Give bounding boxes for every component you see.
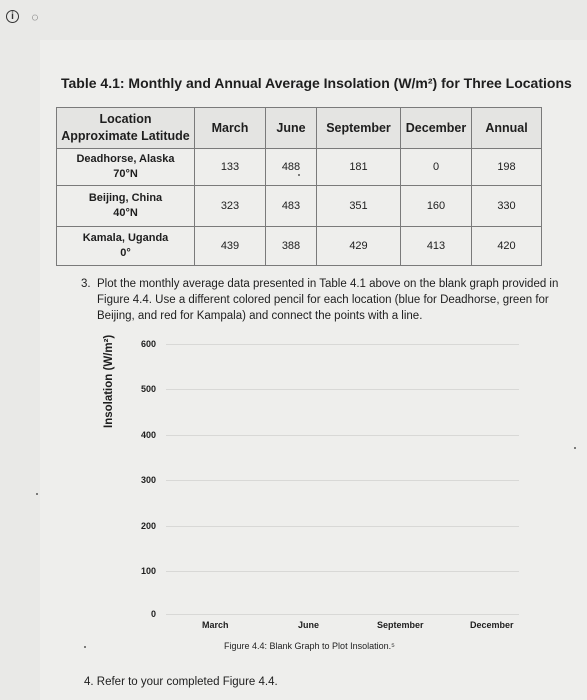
location-latitude: 0° <box>120 247 131 259</box>
cell-value: 420 <box>471 226 542 266</box>
location-name: Kamala, Uganda <box>82 232 169 244</box>
y-tick-label: 200 <box>141 521 157 531</box>
grid-line <box>166 344 519 345</box>
grid-line <box>166 389 519 390</box>
row-location: Deadhorse, Alaska 70°N <box>56 148 195 186</box>
cell-value: 181 <box>316 148 401 186</box>
grid-line <box>166 614 519 615</box>
table-header-row: Location Approximate Latitude March June… <box>56 107 542 149</box>
location-latitude: 40°N <box>113 207 138 219</box>
stray-mark <box>298 174 300 176</box>
grid-line <box>166 571 519 572</box>
x-category-label: March <box>202 620 229 630</box>
cell-value: 0 <box>400 148 472 186</box>
table-row: Kamala, Uganda 0° 439 388 429 413 420 <box>56 226 542 266</box>
cell-value: 388 <box>265 226 317 266</box>
eye-icon[interactable]: ◌ <box>31 10 39 24</box>
cell-value: 429 <box>316 226 401 266</box>
info-icon[interactable]: i <box>6 10 19 23</box>
y-tick-label: 300 <box>141 475 157 485</box>
row-location: Beijing, China 40°N <box>56 185 195 227</box>
table-row: Beijing, China 40°N 323 483 351 160 330 <box>56 185 542 227</box>
cell-value: 483 <box>265 185 317 227</box>
y-tick-label: 600 <box>141 339 157 349</box>
header-latitude-label: Approximate Latitude <box>61 129 190 143</box>
grid-line <box>166 435 519 436</box>
header-location: Location Approximate Latitude <box>56 107 195 149</box>
cell-value: 330 <box>471 185 542 227</box>
row-location: Kamala, Uganda 0° <box>56 226 195 266</box>
table-row: Deadhorse, Alaska 70°N 133 488 181 0 198 <box>56 148 542 186</box>
header-annual: Annual <box>471 107 542 149</box>
header-location-label: Location <box>99 112 152 126</box>
x-category-label: June <box>298 620 320 630</box>
location-latitude: 70°N <box>113 168 138 180</box>
header-december: December <box>400 107 472 149</box>
cell-value: 133 <box>194 148 266 186</box>
cell-value: 351 <box>316 185 401 227</box>
table-title: Table 4.1: Monthly and Annual Average In… <box>61 75 572 91</box>
question-3: 3. Plot the monthly average data present… <box>81 276 561 324</box>
x-category-label: September <box>377 620 424 630</box>
location-name: Deadhorse, Alaska <box>76 153 175 165</box>
question-number: 3. <box>81 278 91 290</box>
location-name: Beijing, China <box>88 192 163 204</box>
cell-value: 323 <box>194 185 266 227</box>
y-tick-label: 500 <box>141 384 157 394</box>
header-september: September <box>316 107 401 149</box>
x-category-label: December <box>470 620 514 630</box>
question-4: 4. Refer to your completed Figure 4.4. <box>84 676 278 688</box>
cell-value: 413 <box>400 226 472 266</box>
cell-value: 488 <box>265 148 317 186</box>
y-tick-label: 400 <box>141 430 157 440</box>
y-tick-label: 100 <box>141 566 157 576</box>
cell-value: 439 <box>194 226 266 266</box>
insolation-table: Location Approximate Latitude March June… <box>56 107 542 266</box>
figure-caption: Figure 4.4: Blank Graph to Plot Insolati… <box>224 641 395 651</box>
cell-value: 198 <box>471 148 542 186</box>
grid-line <box>166 480 519 481</box>
cell-value: 160 <box>400 185 472 227</box>
header-june: June <box>265 107 317 149</box>
stray-mark <box>36 493 38 495</box>
question-text: Plot the monthly average data presented … <box>97 278 559 322</box>
y-axis-label: Insolation (W/m²) <box>103 334 115 428</box>
header-march: March <box>194 107 266 149</box>
top-toolbar: i ◌ <box>0 0 587 38</box>
grid-line <box>166 526 519 527</box>
stray-mark <box>84 646 86 648</box>
y-tick-label: 0 <box>151 609 157 619</box>
stray-mark <box>574 447 576 449</box>
